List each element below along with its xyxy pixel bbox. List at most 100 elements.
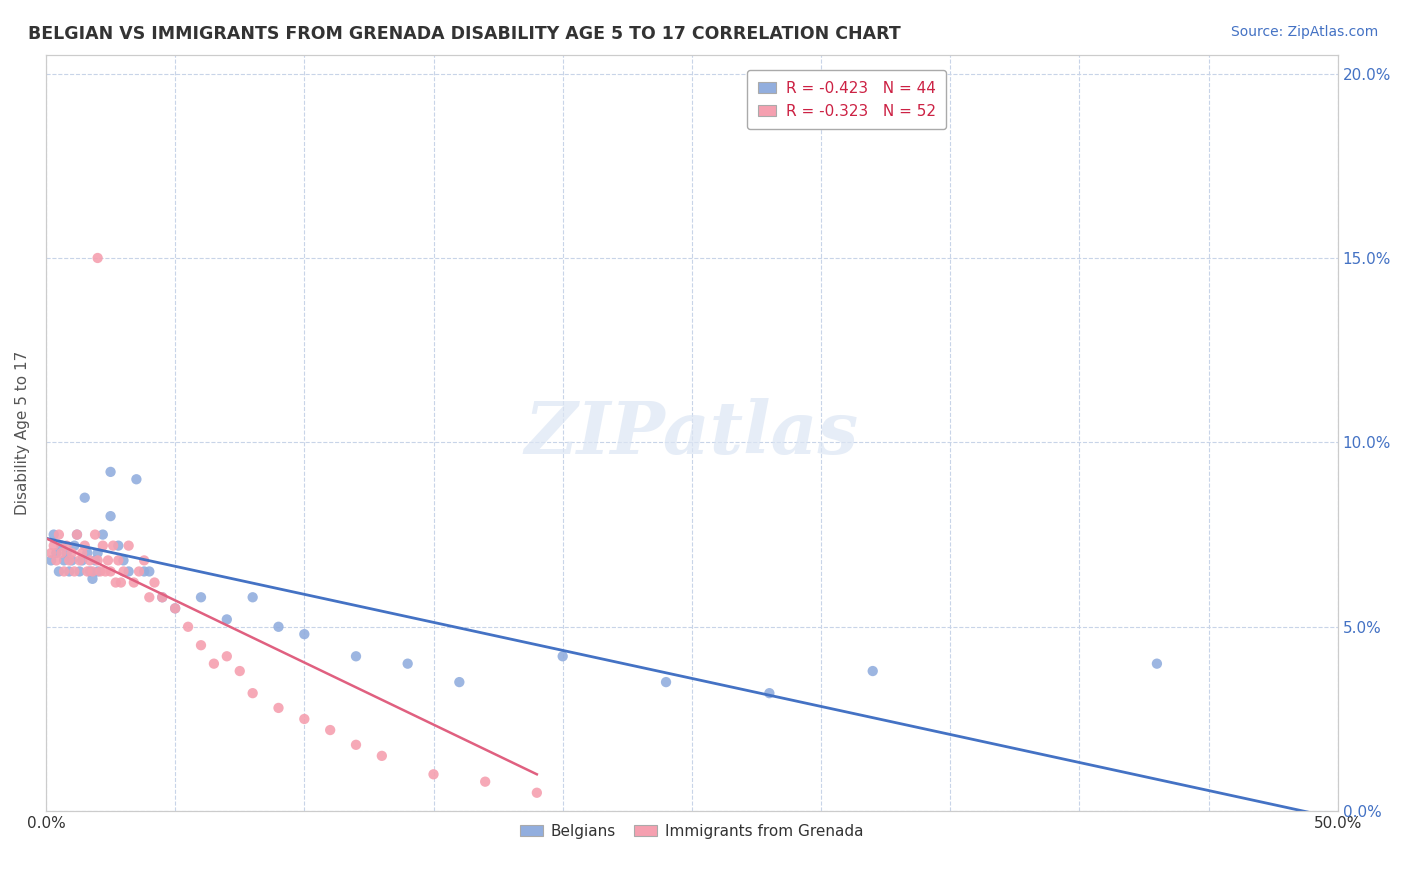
Point [84,527,107,541]
Point [371,748,394,763]
Point [112,565,135,579]
Point [42,527,65,541]
Point [45,546,67,560]
Point [100,465,122,479]
Point [138,591,160,605]
Point [89,565,111,579]
Point [39,553,62,567]
Point [202,657,225,671]
Point [55,546,77,560]
Point [551,649,574,664]
Point [122,575,145,590]
Point [86,565,108,579]
Point [242,591,264,605]
Point [86,251,108,265]
Point [45,553,67,567]
Point [91,539,114,553]
Point [128,565,150,579]
Point [42,539,65,553]
Point [86,553,108,567]
Point [422,767,444,781]
Point [319,723,342,737]
Point [82,565,104,579]
Point [104,575,127,590]
Point [76,546,98,560]
Point [292,627,315,641]
Text: ZIPatlas: ZIPatlas [524,398,859,468]
Point [655,675,678,690]
Point [110,575,132,590]
Point [474,774,496,789]
Point [53,565,76,579]
Point [242,686,264,700]
Point [53,553,76,567]
Point [70,553,93,567]
Point [69,565,91,579]
Point [215,612,238,626]
Point [150,591,173,605]
Point [73,539,96,553]
Point [177,620,200,634]
Point [134,565,156,579]
Point [862,664,884,678]
Point [758,686,780,700]
Point [86,546,108,560]
Y-axis label: Disability Age 5 to 17: Disability Age 5 to 17 [15,351,30,516]
Point [125,472,148,486]
Point [63,539,86,553]
Point [229,664,252,678]
Point [396,657,419,671]
Point [70,546,93,560]
Point [190,591,212,605]
Point [66,527,89,541]
Text: Source: ZipAtlas.com: Source: ZipAtlas.com [1230,25,1378,39]
Point [449,675,471,690]
Point [63,565,86,579]
Point [344,649,367,664]
Point [190,638,212,652]
Text: BELGIAN VS IMMIGRANTS FROM GRENADA DISABILITY AGE 5 TO 17 CORRELATION CHART: BELGIAN VS IMMIGRANTS FROM GRENADA DISAB… [28,25,901,43]
Point [100,565,122,579]
Point [112,553,135,567]
Point [344,738,367,752]
Point [60,553,83,567]
Point [165,601,187,615]
Legend: Belgians, Immigrants from Grenada: Belgians, Immigrants from Grenada [515,818,869,845]
Point [101,539,124,553]
Point [215,649,238,664]
Point [60,546,83,560]
Point [138,565,160,579]
Point [97,553,120,567]
Point [1146,657,1168,671]
Point [51,546,73,560]
Point [117,539,139,553]
Point [94,565,117,579]
Point [66,527,89,541]
Point [48,527,70,541]
Point [39,546,62,560]
Point [117,565,139,579]
Point [267,701,290,715]
Point [91,527,114,541]
Point [58,565,80,579]
Point [48,565,70,579]
Point [82,572,104,586]
Point [143,575,166,590]
Point [107,539,129,553]
Point [69,553,91,567]
Point [84,553,107,567]
Point [134,553,156,567]
Point [100,509,122,524]
Point [73,491,96,505]
Point [79,553,101,567]
Point [58,553,80,567]
Point [76,565,98,579]
Point [267,620,290,634]
Point [150,591,173,605]
Point [79,565,101,579]
Point [292,712,315,726]
Point [51,539,73,553]
Point [165,601,187,615]
Point [107,553,129,567]
Point [55,539,77,553]
